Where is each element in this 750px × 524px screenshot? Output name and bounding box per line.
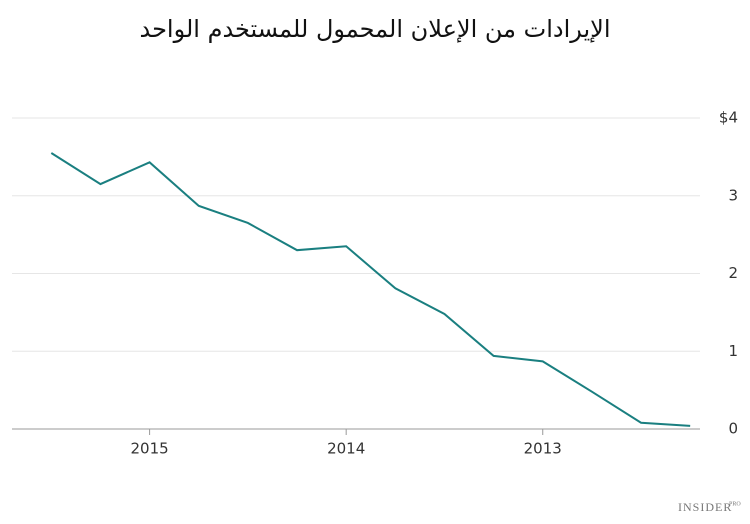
x-tick-label: 2013 <box>524 440 562 458</box>
x-tick-label: 2015 <box>131 440 169 458</box>
y-tick-label: 2 <box>728 264 738 282</box>
x-tick-label: 2014 <box>327 440 365 458</box>
brand-tag: PRO <box>729 501 741 507</box>
y-tick-label: 0 <box>728 420 738 438</box>
brand-name: INSIDER <box>678 500 732 514</box>
y-tick-label: 1 <box>728 342 738 360</box>
data-line <box>50 152 691 427</box>
y-tick-label: $4 <box>719 109 738 127</box>
y-tick-label: 3 <box>728 186 738 204</box>
chart-title: الإيرادات من الإعلان المحمول للمستخدم ال… <box>139 15 610 43</box>
